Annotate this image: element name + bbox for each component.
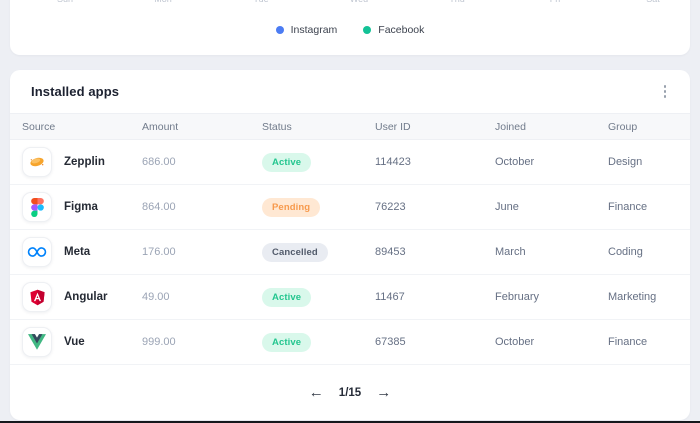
- status-badge: Cancelled: [262, 243, 328, 262]
- card-title: Installed apps: [31, 84, 120, 99]
- app-name: Figma: [64, 201, 98, 213]
- amount-cell: 686.00: [142, 156, 176, 168]
- status-badge: Active: [262, 153, 312, 172]
- axis-label-sun: Sun: [50, 0, 80, 4]
- next-page-arrow-icon[interactable]: →: [376, 384, 392, 401]
- app-name: Meta: [64, 246, 91, 258]
- source-cell: Vue: [22, 327, 142, 357]
- facebook-dot-icon: [363, 26, 372, 34]
- col-header-status: Status: [262, 120, 292, 133]
- meta-icon: [22, 237, 52, 267]
- figma-icon: [22, 192, 52, 222]
- window-bottom-edge: [0, 421, 700, 423]
- card-header: Installed apps: [10, 70, 690, 113]
- group-cell: Coding: [608, 246, 643, 258]
- axis-label-tue: Tue: [246, 0, 276, 4]
- table-row[interactable]: Meta 176.00 Cancelled 89453 March Coding: [10, 230, 690, 275]
- col-header-group: Group: [608, 120, 638, 133]
- table-row[interactable]: Figma 864.00 Pending 76223 June Finance: [10, 185, 690, 230]
- amount-cell: 176.00: [142, 246, 176, 258]
- col-header-joined: Joined: [495, 120, 526, 133]
- chart-x-axis: Sun Mon Tue Wed Thu Fri Sat: [10, 0, 690, 4]
- table-row[interactable]: Zepplin 686.00 Active 114423 October Des…: [10, 140, 690, 185]
- app-name: Zepplin: [64, 156, 105, 168]
- status-badge: Pending: [262, 198, 321, 217]
- col-header-amount: Amount: [142, 120, 179, 133]
- group-cell: Design: [608, 156, 643, 168]
- amount-cell: 49.00: [142, 291, 170, 303]
- app-name: Vue: [64, 336, 85, 348]
- userid-cell: 89453: [375, 246, 406, 258]
- amount-cell: 864.00: [142, 201, 176, 213]
- installed-apps-card: Installed apps Source Amount Status User…: [10, 70, 690, 420]
- axis-label-mon: Mon: [148, 0, 178, 4]
- col-header-userid: User ID: [375, 120, 411, 133]
- userid-cell: 11467: [375, 291, 405, 303]
- axis-label-sat: Sat: [638, 0, 668, 4]
- userid-cell: 76223: [375, 201, 406, 213]
- instagram-dot-icon: [275, 26, 284, 34]
- joined-cell: February: [495, 291, 540, 303]
- axis-label-fri: Fri: [540, 0, 570, 4]
- axis-label-thu: Thu: [442, 0, 472, 4]
- chart-card: Sun Mon Tue Wed Thu Fri Sat Instagram Fa…: [10, 0, 690, 55]
- vue-icon: [22, 327, 52, 357]
- joined-cell: October: [495, 336, 535, 348]
- status-badge: Active: [262, 333, 312, 352]
- legend-label: Facebook: [378, 24, 425, 36]
- source-cell: Figma: [22, 192, 142, 222]
- prev-page-arrow-icon[interactable]: ←: [308, 384, 324, 401]
- joined-cell: March: [495, 246, 526, 258]
- axis-label-wed: Wed: [344, 0, 374, 4]
- userid-cell: 67385: [375, 336, 406, 348]
- pagination: ← 1/15 →: [10, 365, 690, 420]
- status-badge: Active: [262, 288, 312, 307]
- userid-cell: 114423: [375, 156, 411, 168]
- legend-label: Instagram: [290, 24, 338, 36]
- legend-item-instagram[interactable]: Instagram: [275, 24, 338, 36]
- legend-item-facebook[interactable]: Facebook: [363, 24, 424, 36]
- table-row[interactable]: Angular 49.00 Active 11467 February Mark…: [10, 275, 690, 320]
- amount-cell: 999.00: [142, 336, 176, 348]
- group-cell: Marketing: [608, 291, 657, 303]
- zepplin-icon: [22, 147, 52, 177]
- source-cell: Zepplin: [22, 147, 142, 177]
- app-name: Angular: [64, 291, 108, 303]
- group-cell: Finance: [608, 336, 648, 348]
- kebab-menu-icon[interactable]: [660, 81, 671, 102]
- chart-legend: Instagram Facebook: [10, 24, 690, 36]
- joined-cell: October: [495, 156, 535, 168]
- source-cell: Meta: [22, 237, 142, 267]
- joined-cell: June: [495, 201, 519, 213]
- source-cell: Angular: [22, 282, 142, 312]
- page-indicator: 1/15: [338, 386, 362, 399]
- table-row[interactable]: Vue 999.00 Active 67385 October Finance: [10, 320, 690, 365]
- col-header-source: Source: [22, 120, 56, 133]
- angular-icon: [22, 282, 52, 312]
- table-header-row: Source Amount Status User ID Joined Grou…: [10, 113, 690, 140]
- group-cell: Finance: [608, 201, 648, 213]
